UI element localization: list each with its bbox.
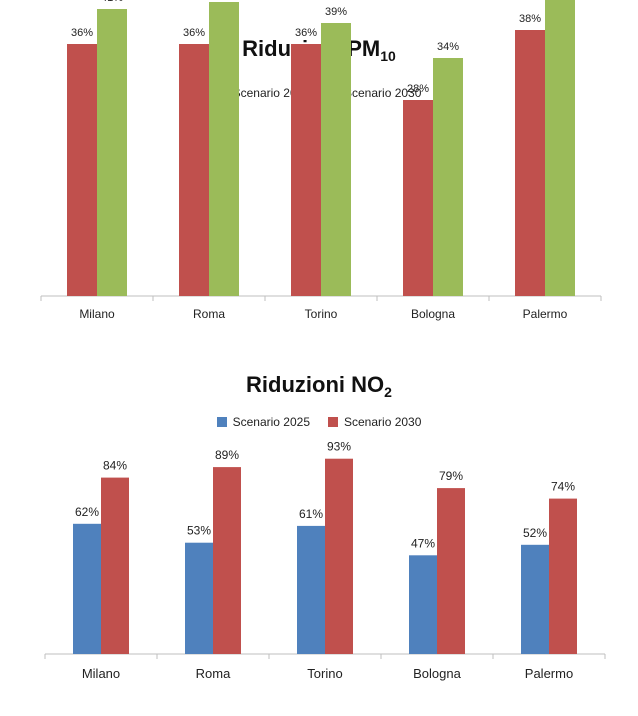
bar: [185, 542, 213, 654]
legend-item: Scenario 2025: [216, 415, 310, 429]
legend-label: Scenario 2025: [232, 415, 310, 429]
x-tick-label: Roma: [193, 307, 225, 321]
data-label: 39%: [325, 6, 347, 18]
x-tick-label: Torino: [307, 666, 342, 681]
bar: [409, 555, 437, 654]
bar: [433, 58, 463, 296]
data-label: 89%: [215, 448, 239, 462]
bar: [321, 23, 351, 296]
data-label: 36%: [183, 27, 205, 39]
bar: [521, 544, 549, 654]
legend-label: Scenario 2025: [232, 86, 310, 100]
data-label: 36%: [295, 27, 317, 39]
no2-plot-area: 62% 84% Milano 53% 89% Roma 61% 93% Torino 47% 79%…: [44, 440, 606, 681]
chart-title: Riduzioni NO2: [0, 372, 638, 400]
bar: [403, 100, 433, 296]
legend: Scenario 2025 Scenario 2030: [0, 86, 638, 100]
x-tick-label: Milano: [82, 666, 120, 681]
pm10-chart: Riduzioni PM10 Scenario 2025 Scenario 20…: [0, 0, 638, 350]
bar: [437, 488, 465, 654]
bar: [515, 30, 545, 296]
bar: [179, 44, 209, 296]
bar: [209, 2, 239, 296]
data-label: 47%: [411, 536, 435, 550]
data-label: 36%: [71, 27, 93, 39]
chart-title-subscript: 10: [380, 48, 396, 64]
data-label: 53%: [187, 524, 211, 538]
bar: [545, 0, 575, 296]
legend-item: Scenario 2030: [328, 415, 421, 429]
data-label: 28%: [407, 83, 429, 95]
x-tick-label: Bologna: [411, 307, 455, 321]
bar: [291, 44, 321, 296]
x-tick-label: Bologna: [413, 666, 461, 681]
bar: [97, 9, 127, 296]
legend-label: Scenario 2030: [344, 86, 422, 100]
data-label: 41%: [101, 0, 123, 4]
data-label: 74%: [551, 480, 575, 494]
chart-title-subscript: 2: [384, 384, 392, 400]
bar: [101, 477, 129, 654]
data-label: 84%: [103, 459, 127, 473]
bar: [213, 467, 241, 654]
data-label: 93%: [327, 440, 351, 454]
no2-chart: Riduzioni NO2 Scenario 2025 Scenario 203…: [0, 352, 638, 716]
data-label: 79%: [439, 469, 463, 483]
legend-swatch: [216, 417, 227, 427]
bar: [325, 458, 353, 654]
bar: [67, 44, 97, 296]
x-tick-label: Palermo: [525, 666, 573, 681]
data-label: 52%: [523, 526, 547, 540]
data-label: 34%: [437, 41, 459, 53]
x-tick-label: Milano: [79, 307, 115, 321]
legend-label: Scenario 2030: [344, 415, 422, 429]
data-label: 62%: [75, 505, 99, 519]
bar: [549, 498, 577, 654]
x-tick-label: Roma: [196, 666, 231, 681]
data-label: 61%: [299, 507, 323, 521]
x-tick-label: Torino: [305, 307, 338, 321]
legend: Scenario 2025 Scenario 2030: [0, 415, 638, 429]
data-label: 38%: [519, 13, 541, 25]
chart-title-text: Riduzioni NO: [246, 372, 385, 397]
pm10-plot-area: 36%41%Milano36%42%Roma36%39%Torino28%34%…: [40, 0, 602, 321]
bar: [73, 523, 101, 654]
x-tick-label: Palermo: [523, 307, 568, 321]
legend-swatch: [328, 417, 338, 427]
bar: [297, 525, 325, 654]
